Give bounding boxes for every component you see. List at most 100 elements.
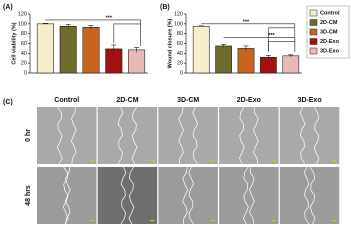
panel-label: (C) <box>3 99 13 106</box>
error-bar <box>198 25 204 27</box>
legend-label: Control <box>320 10 340 16</box>
micrograph <box>279 107 340 164</box>
bar <box>215 45 232 74</box>
row-label: 0 hr <box>25 129 32 142</box>
error-bar <box>111 44 117 53</box>
micrograph <box>279 167 340 224</box>
error-bar <box>88 25 94 30</box>
y-tick-label: 40 <box>177 51 183 57</box>
legend-swatch <box>309 9 318 17</box>
legend-swatch <box>309 28 318 36</box>
wound-edge <box>64 166 71 225</box>
y-tick-label: 60 <box>21 41 27 47</box>
wound-edge <box>249 166 255 225</box>
y-tick-label: 120 <box>174 11 183 17</box>
error-bar <box>42 23 48 25</box>
y-tick-label: 20 <box>177 61 183 67</box>
micrograph <box>219 167 279 224</box>
wound-edge <box>178 106 184 165</box>
legend-swatch <box>309 47 318 55</box>
bar <box>260 56 277 74</box>
y-axis-label: Cell viability (%) <box>11 22 17 64</box>
legend-label: 2D-Exo <box>320 39 340 45</box>
y-tick-label: 80 <box>177 31 183 37</box>
y-axis-label: Wound closure (%) <box>167 18 173 68</box>
micrograph <box>158 167 218 224</box>
micrograph <box>97 167 158 224</box>
bar <box>128 49 146 74</box>
significance-label: *** <box>268 33 275 39</box>
error-bar <box>265 55 271 60</box>
wound-edge <box>70 106 77 165</box>
scale-bar <box>150 160 155 162</box>
scale-bar <box>332 220 337 222</box>
micrograph <box>97 107 158 164</box>
y-tick-label: 40 <box>21 51 27 57</box>
bar <box>192 25 210 74</box>
micrograph <box>37 107 97 164</box>
row-label: 48 hrs <box>25 185 32 206</box>
figure: (A) (B) (C) Cell viability (%) 0 20 40 60 80 1… <box>3 4 350 225</box>
legend-label: 2D-CM <box>320 20 338 26</box>
micrograph <box>219 107 279 164</box>
significance-label: *** <box>106 15 113 21</box>
micrograph <box>158 107 218 164</box>
bar <box>282 55 300 74</box>
error-bar <box>221 44 227 48</box>
scale-bar <box>271 160 276 162</box>
scale-bar <box>210 220 215 222</box>
column-label: 2D-CM <box>116 97 138 104</box>
legend: Control 2D-CM 3D-CM 2D-Exo 3D-Exo <box>306 5 350 59</box>
scale-bar <box>150 220 155 222</box>
error-bar <box>65 24 71 29</box>
wound-edge <box>182 166 188 225</box>
legend-label: 3D-CM <box>320 29 338 35</box>
wound-edge <box>299 106 306 165</box>
wound-edge <box>313 106 320 165</box>
significance-bracket <box>223 37 296 52</box>
wound-edge <box>192 106 198 165</box>
wound-edge <box>120 166 127 225</box>
scale-bar <box>271 220 276 222</box>
wound-edge <box>239 106 245 165</box>
legend-swatch <box>309 19 318 26</box>
bar <box>59 25 77 74</box>
bar <box>36 23 54 74</box>
bar <box>82 26 100 74</box>
error-bar <box>243 45 249 51</box>
column-label: 3D-CM <box>177 97 199 104</box>
column-label: 3D-Exo <box>297 97 321 104</box>
wound-edge <box>243 166 249 225</box>
wound-edge <box>303 166 310 225</box>
scale-bar <box>210 160 215 162</box>
y-tick-label: 80 <box>21 31 27 37</box>
error-bar <box>288 54 294 57</box>
column-label: Control <box>54 97 79 104</box>
y-tick-label: 0 <box>180 70 183 76</box>
column-label: 2D-Exo <box>237 97 261 104</box>
panel-label: (A) <box>3 4 13 11</box>
y-tick-label: 100 <box>18 21 27 27</box>
legend-label: 3D-Exo <box>320 48 340 54</box>
error-bar <box>134 47 140 53</box>
y-tick-label: 0 <box>24 70 27 76</box>
legend-swatch <box>309 38 318 45</box>
y-tick-label: 60 <box>177 41 183 47</box>
wound-edge <box>56 106 63 165</box>
significance-label: *** <box>243 19 250 25</box>
wound-edge <box>117 106 124 165</box>
wound-edge <box>131 106 138 165</box>
wound-edge <box>62 166 69 225</box>
wound-edge <box>188 166 194 225</box>
scale-bar <box>89 160 94 162</box>
scale-bar <box>89 220 94 222</box>
y-tick-label: 20 <box>21 61 27 67</box>
wound-edge <box>309 166 316 225</box>
bar <box>237 48 255 74</box>
y-tick-label: 120 <box>18 11 27 17</box>
wound-edge <box>253 106 259 165</box>
y-tick-label: 100 <box>174 21 183 27</box>
panel-label: (B) <box>160 4 170 11</box>
scale-bar <box>332 160 337 162</box>
significance-bracket <box>45 19 141 46</box>
